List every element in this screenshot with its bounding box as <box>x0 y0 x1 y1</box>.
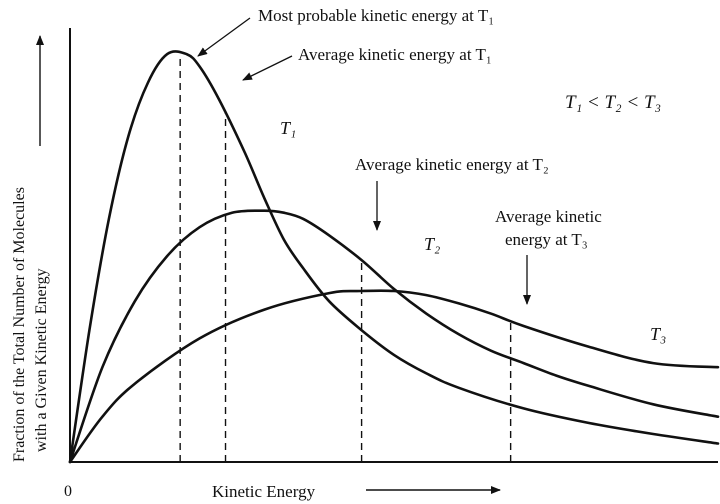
series-label-t2: T₂ <box>424 234 440 254</box>
annotation-average-t2: Average kinetic energy at T₂ <box>355 155 549 174</box>
series-label-t3: T₃ <box>650 324 666 344</box>
annotation-average-t1: Average kinetic energy at T₁ <box>298 45 492 64</box>
annotation-average-t3-line1: Average kinetic <box>495 207 602 226</box>
x-axis-label: Kinetic Energy <box>212 482 316 501</box>
curves <box>68 50 720 464</box>
curve-t1 <box>68 50 720 464</box>
annotation-most-probable-t1: Most probable kinetic energy at T₁ <box>258 6 494 25</box>
origin-label: 0 <box>64 483 72 500</box>
marker-lines <box>179 54 512 462</box>
curve-t3 <box>68 289 720 464</box>
temperature-relation: T₁ < T₂ < T₃ <box>565 92 661 113</box>
annotation-arrow-average-t1 <box>242 55 293 81</box>
y-axis-label-line1: Fraction of the Total Number of Molecule… <box>11 187 28 462</box>
curve-t2 <box>68 209 720 464</box>
y-axis-label-line2: with a Given Kinetic Energy <box>33 268 50 452</box>
annotation-average-t3-line2: energy at T₃ <box>505 230 588 249</box>
annotation-arrow-most-probable-t1 <box>197 17 251 57</box>
series-label-t1: T₁ <box>280 118 296 138</box>
